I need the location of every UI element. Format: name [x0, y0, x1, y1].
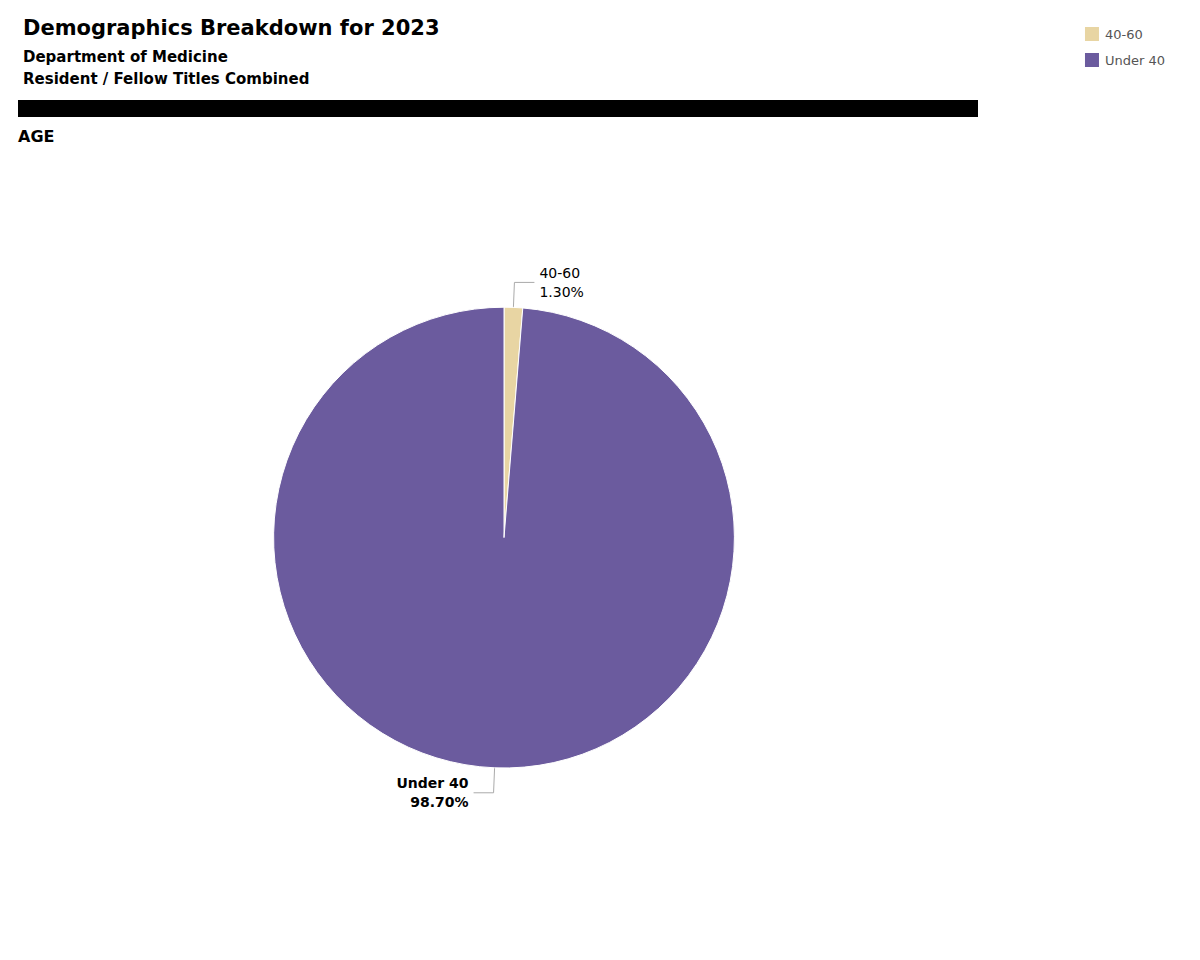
svg-text:40-60: 40-60	[539, 265, 580, 281]
svg-text:Resident / Fellow Titles Combi: Resident / Fellow Titles Combined	[23, 70, 309, 88]
svg-text:AGE: AGE	[18, 127, 54, 146]
svg-text:Under 40: Under 40	[396, 775, 468, 791]
svg-text:98.70%: 98.70%	[410, 794, 468, 810]
svg-text:Demographics Breakdown for 202: Demographics Breakdown for 2023	[23, 16, 440, 40]
svg-text:1.30%: 1.30%	[539, 284, 583, 300]
svg-text:Under 40: Under 40	[1105, 53, 1165, 68]
svg-text:40-60: 40-60	[1105, 27, 1143, 42]
svg-text:Department of Medicine: Department of Medicine	[23, 48, 228, 66]
